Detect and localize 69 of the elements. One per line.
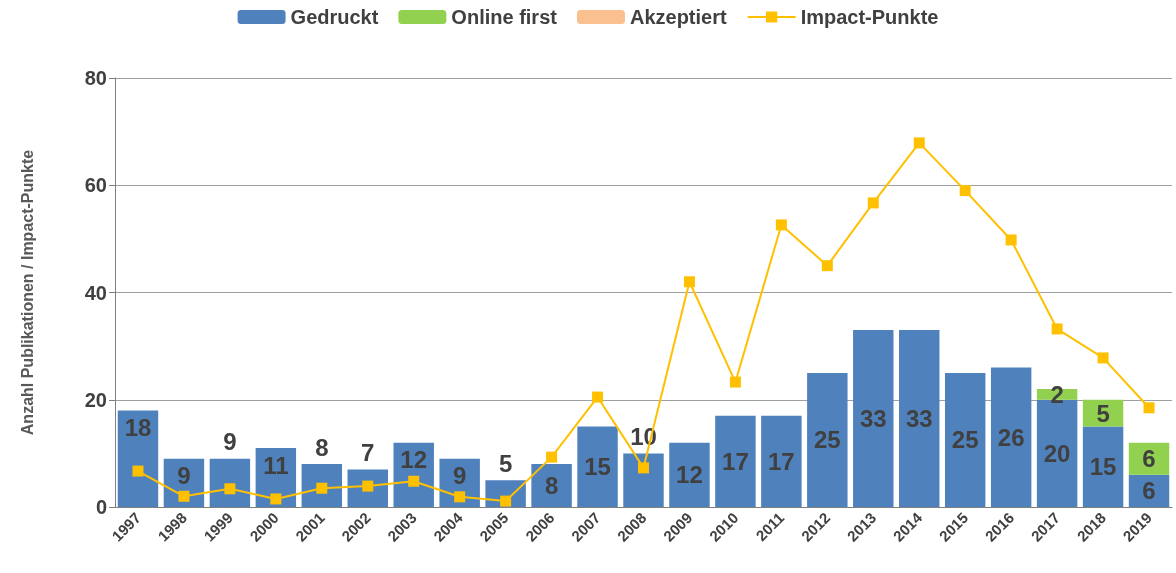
- point: [454, 491, 466, 503]
- data-label: 6: [1142, 445, 1156, 473]
- y-axis-title: Anzahl Publikationen / Impact-Punkte: [18, 149, 36, 436]
- data-label: 6: [1142, 477, 1156, 505]
- point: [1005, 234, 1017, 246]
- y-tick-label: 0: [95, 496, 107, 518]
- point: [592, 391, 604, 403]
- data-label: 15: [1089, 453, 1117, 481]
- bar: [209, 458, 251, 507]
- bar: [761, 415, 802, 507]
- point: [224, 483, 236, 495]
- y-tick-label: 40: [84, 281, 107, 304]
- bar: [623, 453, 664, 507]
- point: [775, 219, 787, 231]
- bar: [117, 410, 159, 507]
- legend-label: Online first: [451, 6, 558, 28]
- data-label: 25: [951, 426, 979, 454]
- legend-label: Gedruckt: [290, 6, 379, 28]
- y-tick-label: 80: [84, 67, 107, 89]
- legend-label: Impact-Punkte: [800, 6, 939, 28]
- point: [638, 462, 649, 474]
- data-label: 5: [498, 449, 513, 477]
- bar: [669, 442, 710, 507]
- data-label: 18: [124, 413, 152, 441]
- point: [546, 451, 558, 463]
- point: [1143, 402, 1155, 414]
- y-tick-label: 20: [84, 388, 107, 411]
- data-label: 9: [223, 428, 237, 456]
- data-label: 25: [813, 426, 841, 454]
- data-label: 26: [997, 423, 1025, 451]
- data-label: 9: [177, 462, 191, 490]
- data-label: 33: [859, 405, 887, 433]
- point: [1097, 352, 1109, 364]
- legend-label: Akzeptiert: [629, 6, 727, 28]
- data-label: 5: [1096, 399, 1110, 427]
- point: [408, 475, 420, 487]
- point: [1051, 323, 1063, 335]
- bar: [899, 330, 940, 507]
- data-label: 33: [905, 405, 933, 433]
- data-label: 12: [400, 446, 428, 474]
- data-label: 7: [361, 438, 375, 466]
- point: [178, 490, 190, 502]
- point: [729, 376, 741, 388]
- point: [867, 197, 879, 209]
- point: [270, 493, 282, 505]
- data-label: 8: [544, 472, 559, 500]
- bar: [944, 372, 986, 507]
- bar: [990, 367, 1032, 507]
- point: [132, 465, 144, 477]
- point: [959, 185, 971, 197]
- data-label: 17: [722, 447, 749, 475]
- bar: [715, 415, 756, 507]
- data-label: 11: [263, 451, 289, 479]
- point: [500, 495, 512, 507]
- data-label: 20: [1043, 439, 1071, 467]
- data-label: 9: [452, 462, 467, 490]
- data-label: 17: [768, 447, 795, 475]
- bar: [577, 426, 618, 507]
- point: [913, 137, 925, 149]
- point: [683, 276, 695, 288]
- y-tick-label: 60: [84, 174, 107, 197]
- data-label: 15: [584, 453, 611, 481]
- bar: [853, 330, 894, 507]
- data-label: 8: [315, 433, 329, 461]
- point: [821, 260, 833, 272]
- bar: [531, 464, 572, 507]
- bar: [1082, 426, 1124, 507]
- bar: [807, 372, 848, 507]
- data-label: 12: [676, 461, 703, 489]
